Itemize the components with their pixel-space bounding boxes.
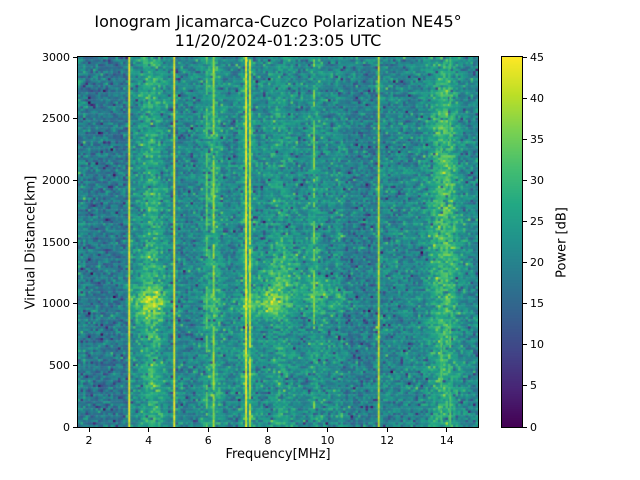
x-tick-mark (326, 428, 328, 432)
colorbar-tick-mark (523, 97, 527, 99)
colorbar-tick-label: 25 (530, 214, 544, 228)
y-tick-mark (73, 364, 77, 366)
x-tick-mark (88, 428, 90, 432)
x-tick-mark (446, 428, 448, 432)
x-tick-label: 6 (204, 434, 212, 447)
x-axis-label: Frequency[MHz] (225, 447, 331, 462)
ionogram-heatmap-canvas (78, 57, 478, 427)
chart-subtitle: 11/20/2024-01:23:05 UTC (174, 31, 382, 50)
y-tick-mark (73, 179, 77, 181)
y-tick-mark (73, 303, 77, 305)
y-tick-mark (73, 241, 77, 243)
chart-title: Ionogram Jicamarca-Cuzco Polarization NE… (94, 12, 462, 31)
colorbar-tick-label: 30 (530, 173, 544, 187)
colorbar-tick-label: 45 (530, 50, 544, 64)
colorbar-gradient-canvas (502, 57, 522, 427)
colorbar-tick-mark (523, 344, 527, 346)
colorbar-tick-label: 40 (530, 91, 544, 105)
x-tick-mark (148, 428, 150, 432)
colorbar-tick-label: 35 (530, 132, 544, 146)
y-tick-label: 0 (63, 420, 70, 434)
colorbar-tick-label: 5 (530, 379, 537, 393)
colorbar-tick-label: 20 (530, 256, 544, 270)
y-tick-label: 2000 (42, 173, 70, 187)
colorbar-tick-mark (523, 179, 527, 181)
colorbar-tick-mark (523, 303, 527, 305)
y-tick-mark (73, 426, 77, 428)
y-tick-label: 1000 (42, 297, 70, 311)
x-tick-mark (267, 428, 269, 432)
colorbar-tick-mark (523, 385, 527, 387)
x-tick-label: 10 (320, 434, 335, 447)
heatmap-plot-area (77, 56, 479, 428)
colorbar-tick-mark (523, 262, 527, 264)
colorbar-label: Power [dB] (554, 207, 570, 278)
x-tick-mark (207, 428, 209, 432)
colorbar-tick-mark (523, 220, 527, 222)
x-tick-label: 14 (439, 434, 454, 447)
colorbar-tick-mark (523, 56, 527, 58)
y-tick-label: 2500 (42, 112, 70, 126)
x-tick-label: 12 (380, 434, 395, 447)
colorbar-tick-mark (523, 138, 527, 140)
y-tick-mark (73, 118, 77, 120)
y-tick-label: 1500 (42, 235, 70, 249)
colorbar-tick-label: 0 (530, 420, 537, 434)
x-tick-mark (386, 428, 388, 432)
x-tick-label: 4 (145, 434, 153, 447)
colorbar-tick-mark (523, 426, 527, 428)
y-tick-label: 500 (49, 358, 70, 372)
colorbar (501, 56, 523, 428)
x-tick-label: 8 (264, 434, 272, 447)
colorbar-tick-label: 15 (530, 297, 544, 311)
x-tick-label: 2 (85, 434, 93, 447)
y-tick-mark (73, 56, 77, 58)
y-tick-label: 3000 (42, 50, 70, 64)
colorbar-tick-label: 10 (530, 338, 544, 352)
